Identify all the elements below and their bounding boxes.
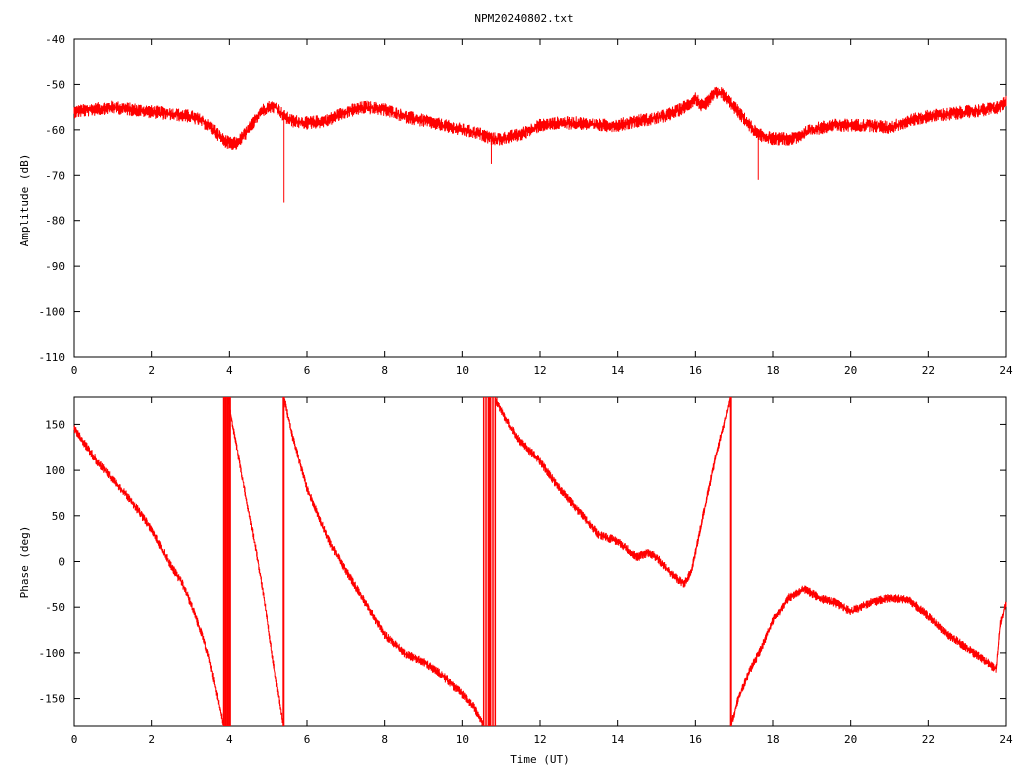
amplitude-x-tick-label: 4	[226, 364, 233, 377]
phase-x-tick-label: 24	[999, 733, 1013, 746]
amplitude-y-tick-label: -100	[39, 306, 66, 319]
amplitude-y-axis-label: Amplitude (dB)	[18, 154, 31, 247]
phase-x-tick-label: 0	[71, 733, 78, 746]
amplitude-y-tick-label: -60	[45, 124, 65, 137]
phase-x-tick-label: 20	[844, 733, 857, 746]
amplitude-plot-frame	[73, 38, 1007, 358]
amplitude-x-tick-label: 10	[456, 364, 469, 377]
phase-plot-frame	[73, 396, 1007, 727]
phase-y-tick-label: -100	[39, 647, 66, 660]
phase-y-tick-label: -50	[45, 601, 65, 614]
phase-y-tick-label: 150	[45, 418, 65, 431]
phase-x-axis-label: Time (UT)	[510, 753, 570, 766]
amplitude-x-tick-label: 2	[148, 364, 155, 377]
phase-y-axis-label: Phase (deg)	[18, 526, 31, 599]
phase-x-tick-label: 12	[533, 733, 546, 746]
amplitude-x-tick-label: 22	[922, 364, 935, 377]
phase-y-tick-label: 50	[52, 510, 65, 523]
amplitude-x-tick-label: 8	[381, 364, 388, 377]
phase-x-tick-label: 18	[766, 733, 779, 746]
phase-series-segment	[73, 425, 225, 726]
phase-series-segment	[283, 396, 485, 726]
amplitude-panel: Amplitude (dB) 0 2 4 6 8 10 12 14 16 18 20 22 24-40-…	[18, 33, 1013, 377]
amplitude-x-tick-label: 0	[71, 364, 78, 377]
phase-y-tick-label: -150	[39, 693, 66, 706]
phase-x-tick-label: 14	[611, 733, 625, 746]
phase-x-tick-label: 4	[226, 733, 233, 746]
amplitude-x-tick-label: 20	[844, 364, 857, 377]
amplitude-y-tick-label: -40	[45, 33, 65, 46]
phase-series-segment	[494, 396, 731, 588]
phase-x-tick-label: 2	[148, 733, 155, 746]
phase-series-segment	[730, 585, 1007, 727]
amplitude-x-tick-label: 18	[766, 364, 779, 377]
phase-y-tick-label: 100	[45, 464, 65, 477]
amplitude-y-tick-label: -110	[39, 351, 66, 364]
amplitude-x-tick-label: 24	[999, 364, 1013, 377]
amplitude-x-tick-label: 6	[304, 364, 311, 377]
amplitude-y-tick-label: -50	[45, 78, 65, 91]
amplitude-x-tick-label: 12	[533, 364, 546, 377]
amplitude-y-tick-label: -90	[45, 260, 65, 273]
chart-title: NPM20240802.txt	[474, 12, 573, 25]
phase-x-tick-label: 8	[381, 733, 388, 746]
phase-x-tick-label: 6	[304, 733, 311, 746]
phase-y-tick-label: 0	[58, 556, 65, 569]
phase-x-tick-label: 16	[689, 733, 702, 746]
amplitude-y-tick-label: -80	[45, 215, 65, 228]
amplitude-y-tick-label: -70	[45, 169, 65, 182]
amplitude-x-tick-label: 14	[611, 364, 625, 377]
amplitude-x-tick-label: 16	[689, 364, 702, 377]
phase-panel: Phase (deg) Time (UT) 0 2 4 6 8 10 12 14 16 18 20 2…	[18, 396, 1013, 766]
amplitude-series-line	[73, 86, 1007, 151]
phase-series-segment	[226, 397, 284, 726]
phase-x-tick-label: 22	[922, 733, 935, 746]
phase-x-tick-label: 10	[456, 733, 469, 746]
